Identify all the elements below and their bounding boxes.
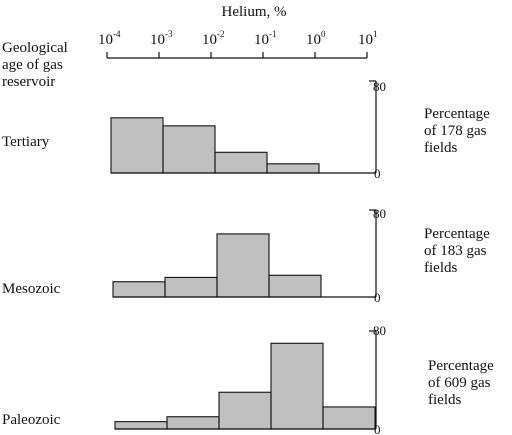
panel-name: Mesozoic — [2, 281, 61, 297]
row-header-line: reservoir — [2, 74, 55, 90]
histogram-fill — [111, 117, 371, 173]
y-tick-label: 80 — [373, 323, 386, 338]
panel-right-label: fields — [428, 392, 461, 408]
x-axis-title: Helium, % — [222, 4, 287, 20]
x-tick-label: 10-1 — [254, 29, 277, 48]
panel-right-label: fields — [424, 260, 457, 276]
x-tick-label: 100 — [306, 29, 326, 48]
panel-name: Paleozoic — [2, 412, 61, 428]
x-tick-label: 10-3 — [150, 29, 173, 48]
y-tick-label: 80 — [373, 79, 386, 94]
panel-right-label: fields — [424, 140, 457, 156]
y-tick-label: 80 — [373, 206, 386, 221]
panel-right-label: of 609 gas — [428, 375, 491, 391]
x-tick-label: 10-2 — [202, 29, 225, 48]
row-header-line: Geological — [2, 40, 68, 56]
panel-right-label: Percentage — [424, 106, 490, 122]
histogram-fill — [115, 343, 375, 429]
x-axis: 10-4 10-3 10-2 10-1 100 101 — [98, 29, 378, 59]
panel-name: Tertiary — [2, 134, 50, 150]
panel-right-label: Percentage — [428, 358, 494, 374]
row-header-line: age of gas — [2, 57, 63, 73]
panel-right-label: of 183 gas — [424, 243, 487, 259]
panel-right-label: of 178 gas — [424, 123, 487, 139]
y-tick-label: 0 — [374, 290, 381, 305]
x-tick-label: 101 — [358, 29, 378, 48]
panel-right-label: Percentage — [424, 226, 490, 242]
x-tick-label: 10-4 — [98, 29, 121, 48]
y-tick-label: 0 — [374, 166, 381, 181]
histogram-fill — [113, 233, 373, 297]
y-tick-label: 0 — [374, 422, 381, 435]
